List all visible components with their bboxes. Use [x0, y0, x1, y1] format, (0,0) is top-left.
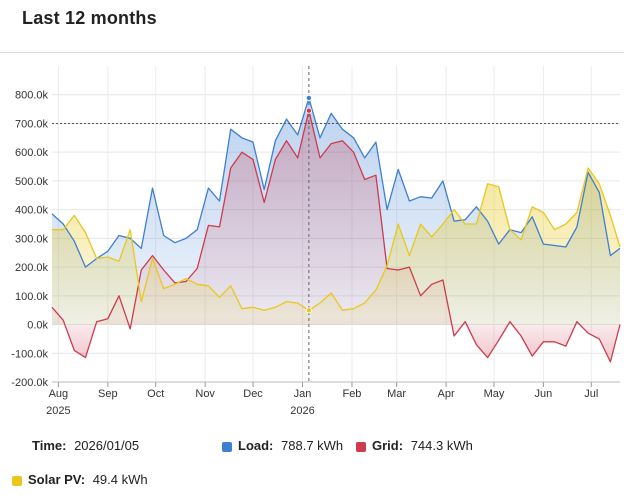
grid-value: 744.3 kWh: [410, 438, 473, 453]
solar-label: Solar PV:: [28, 472, 86, 487]
grid-swatch: [356, 441, 366, 452]
y-tick-label: 800.0k: [15, 90, 49, 102]
y-tick-label: 400.0k: [15, 205, 49, 217]
load-cursor-point: [305, 94, 312, 101]
y-tick-label: 100.0k: [15, 291, 49, 303]
solar-swatch: [12, 475, 22, 486]
energy-chart[interactable]: -200.0k -100.0k 0.0k 100.0k 200.0k 300.0k 400.…: [0, 0, 624, 425]
solar-readout: Solar PV: 49.4 kWh: [12, 472, 148, 487]
x-tick-label: Aug: [49, 388, 69, 400]
solar-cursor-point: [305, 307, 312, 314]
y-tick-label: 500.0k: [15, 176, 49, 188]
y-tick-label: 300.0k: [15, 233, 49, 245]
grid-cursor-point: [305, 107, 312, 114]
y-tick-label: 200.0k: [15, 262, 49, 274]
solar-value: 49.4 kWh: [92, 472, 148, 487]
time-value: 2026/01/05: [74, 438, 140, 453]
grid-label: Grid:: [372, 438, 404, 453]
load-value: 788.7 kWh: [281, 438, 344, 453]
x-tick-label: Jul: [584, 388, 598, 400]
load-label: Load:: [238, 438, 274, 453]
x-tick-label: Oct: [147, 388, 164, 400]
solar-series-line: [52, 167, 621, 312]
grid-series-line: [51, 110, 621, 363]
y-tick-label: 600.0k: [15, 147, 49, 159]
load-readout: Load: 788.7 kWh: [222, 438, 343, 453]
x-tick-label: Feb: [342, 388, 361, 400]
y-tick-label: -100.0k: [11, 348, 48, 360]
chart-overlay: [52, 66, 620, 382]
x-tick-year-label: 2025: [46, 405, 70, 417]
x-tick-label: Apr: [438, 388, 455, 400]
x-tick-label: Jan: [294, 388, 312, 400]
y-tick-label: 700.0k: [15, 118, 49, 130]
chart-areas: [52, 98, 620, 362]
solar-series-area: [52, 168, 620, 325]
x-tick-label: Dec: [243, 388, 263, 400]
x-tick-year-label: 2026: [290, 405, 314, 417]
y-tick-label: -200.0k: [11, 377, 48, 389]
x-tick-label: Jun: [535, 388, 553, 400]
chart-lines: [51, 97, 621, 363]
time-readout: Time: 2026/01/05: [32, 438, 139, 453]
x-tick-label: May: [484, 388, 505, 400]
x-tick-label: Nov: [195, 388, 215, 400]
grid-readout: Grid: 744.3 kWh: [356, 438, 473, 453]
x-tick-label: Sep: [98, 388, 118, 400]
chart-axes: -200.0k -100.0k 0.0k 100.0k 200.0k 300.0k 400.…: [11, 90, 620, 417]
title-divider: [0, 52, 624, 53]
page-title: Last 12 months: [22, 8, 157, 28]
x-tick-label: Mar: [387, 388, 406, 400]
load-swatch: [222, 441, 232, 452]
y-tick-label: 0.0k: [27, 320, 48, 332]
time-label: Time:: [32, 438, 67, 453]
